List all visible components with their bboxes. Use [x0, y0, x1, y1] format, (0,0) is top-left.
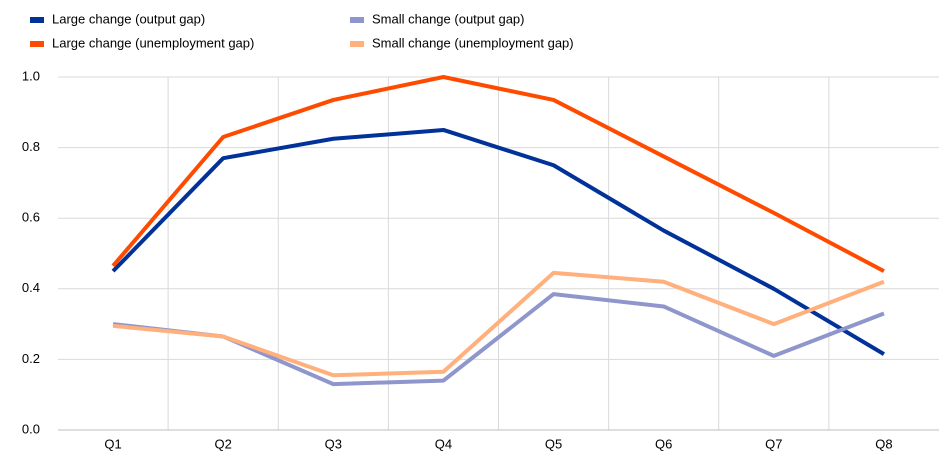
- y-tick-label: 0.6: [22, 210, 40, 225]
- y-tick-label: 0.2: [22, 351, 40, 366]
- legend-label: Small change (output gap): [372, 11, 524, 26]
- x-tick-label: Q5: [545, 436, 562, 451]
- x-tick-label: Q2: [215, 436, 232, 451]
- x-tick-label: Q1: [104, 436, 121, 451]
- x-tick-label: Q4: [435, 436, 452, 451]
- x-tick-label: Q8: [875, 436, 892, 451]
- y-tick-label: 0.8: [22, 139, 40, 154]
- legend-label: Large change (output gap): [52, 11, 205, 26]
- y-tick-label: 0.0: [22, 421, 40, 436]
- legend-swatch: [30, 41, 44, 47]
- series-line: [112, 270, 885, 378]
- series-line: [111, 75, 885, 273]
- legend-swatch: [350, 17, 364, 23]
- series-line: [111, 127, 885, 356]
- y-tick-label: 0.4: [22, 280, 40, 295]
- x-tick-label: Q3: [325, 436, 342, 451]
- legend-label: Large change (unemployment gap): [52, 35, 254, 50]
- x-tick-label: Q6: [655, 436, 672, 451]
- x-tick-label: Q7: [765, 436, 782, 451]
- legend-label: Small change (unemployment gap): [372, 35, 574, 50]
- legend-swatch: [30, 17, 44, 23]
- y-tick-label: 1.0: [22, 68, 40, 83]
- legend-swatch: [350, 41, 364, 47]
